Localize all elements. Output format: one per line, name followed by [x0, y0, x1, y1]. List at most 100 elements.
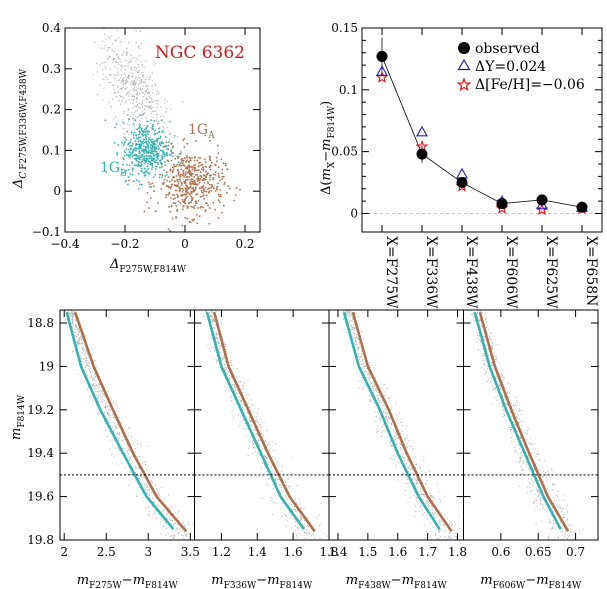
- star-point: [451, 537, 453, 539]
- data-point: [205, 175, 208, 178]
- star-point: [78, 343, 80, 345]
- data-point: [108, 36, 110, 38]
- data-point: [141, 103, 143, 105]
- star-point: [355, 334, 357, 336]
- star-point: [213, 320, 215, 322]
- star-point: [253, 430, 255, 432]
- star-point: [318, 514, 320, 516]
- data-point: [147, 167, 150, 170]
- data-point: [140, 164, 142, 167]
- data-point: [145, 150, 148, 153]
- star-point: [256, 433, 258, 435]
- star-point: [75, 328, 77, 330]
- data-point: [131, 173, 134, 176]
- y-tick-label: 0: [53, 184, 61, 198]
- star-point: [285, 495, 287, 497]
- data-point: [128, 99, 130, 101]
- star-point: [369, 383, 371, 385]
- data-point: [182, 173, 184, 176]
- data-point: [180, 151, 182, 153]
- data-point: [190, 172, 193, 175]
- star-point: [290, 504, 293, 506]
- star-point: [556, 494, 558, 497]
- star-point: [280, 471, 282, 473]
- data-point: [156, 121, 158, 123]
- star-point: [359, 356, 361, 359]
- data-point: [151, 146, 154, 149]
- star-point: [545, 477, 548, 479]
- data-point: [131, 143, 134, 145]
- star-point: [306, 516, 308, 519]
- star-point: [518, 408, 520, 410]
- star-point: [562, 525, 564, 527]
- star-point: [368, 394, 370, 396]
- star-point: [453, 532, 455, 534]
- data-point: [163, 122, 165, 124]
- data-point: [114, 77, 116, 79]
- data-point: [211, 186, 214, 188]
- data-point: [130, 68, 132, 70]
- data-point: [194, 186, 197, 189]
- star-point: [484, 336, 486, 338]
- data-point: [152, 91, 154, 93]
- star-point: [76, 325, 78, 327]
- star-point: [218, 338, 220, 340]
- star-point: [102, 400, 104, 402]
- star-point: [358, 353, 360, 355]
- data-point: [153, 64, 155, 66]
- star-point: [80, 335, 82, 337]
- star-point: [381, 387, 383, 389]
- data-point: [139, 79, 141, 81]
- fiducial-1gb: [473, 311, 562, 530]
- data-point: [159, 115, 161, 117]
- star-point: [248, 393, 250, 395]
- xlabel-sub2: F814W: [414, 581, 447, 589]
- star-point: [288, 504, 290, 506]
- star-point: [108, 406, 110, 408]
- star-point: [416, 498, 418, 500]
- star-point: [481, 311, 483, 314]
- star-point: [380, 396, 382, 398]
- star-point: [216, 334, 218, 336]
- star-point: [432, 499, 434, 502]
- star-point: [407, 461, 409, 463]
- star-point: [364, 384, 366, 386]
- star-point: [472, 313, 474, 315]
- data-point: [170, 197, 172, 199]
- star-point: [298, 503, 301, 505]
- star-point: [561, 511, 563, 513]
- star-point: [241, 406, 244, 408]
- star-point: [126, 449, 128, 451]
- data-point: [136, 128, 139, 131]
- star-point: [560, 507, 562, 509]
- star-point: [97, 412, 99, 414]
- data-point: [146, 133, 149, 136]
- data-point: [151, 162, 154, 165]
- star-point: [83, 357, 85, 359]
- data-point: [187, 192, 190, 195]
- data-point: [115, 54, 118, 56]
- star-point: [520, 425, 522, 427]
- star-point: [235, 403, 238, 405]
- star-point: [210, 319, 212, 321]
- data-point: [121, 100, 123, 103]
- data-point: [196, 193, 199, 195]
- star-point: [308, 526, 310, 528]
- data-point: [160, 188, 163, 190]
- data-point: [150, 197, 152, 199]
- data-point: [115, 61, 117, 63]
- data-point: [147, 76, 149, 78]
- star-point: [146, 484, 148, 486]
- data-point: [152, 152, 154, 155]
- data-point: [166, 159, 169, 162]
- star-point: [228, 390, 230, 392]
- observed-point: [456, 177, 468, 189]
- data-point: [171, 166, 174, 169]
- data-point: [111, 62, 114, 64]
- data-point: [114, 57, 116, 60]
- star-point: [249, 420, 252, 422]
- star-point: [354, 312, 356, 314]
- data-point: [224, 162, 227, 165]
- data-point: [139, 30, 141, 32]
- star-point: [501, 375, 503, 377]
